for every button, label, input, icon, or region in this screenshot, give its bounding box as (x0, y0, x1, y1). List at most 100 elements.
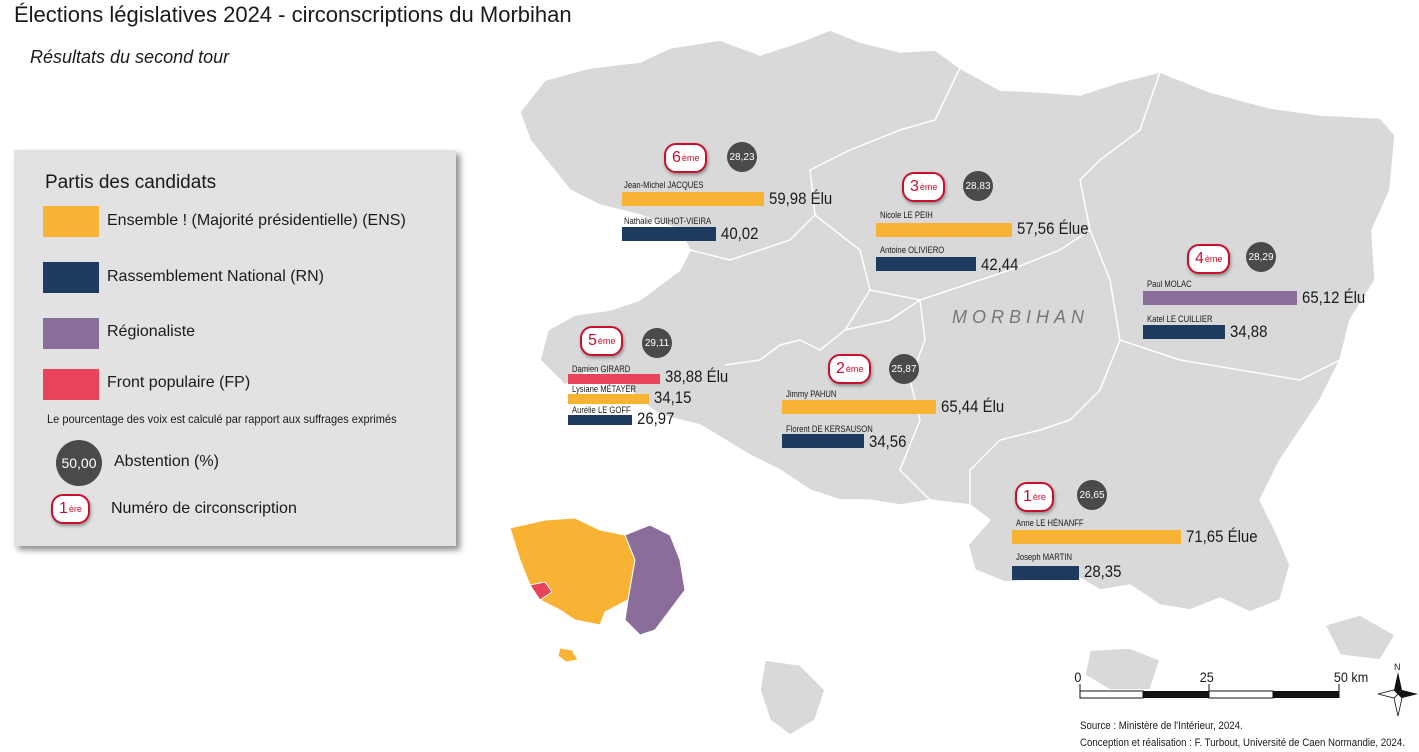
legend-number-badge: 1 ère (51, 494, 90, 524)
candidate-name: Lysiane MÉTAYER (572, 384, 637, 394)
district-sup: ème (919, 182, 938, 192)
legend-number-label: Numéro de circonscription (111, 500, 297, 517)
district-number: 1 (1023, 488, 1032, 505)
district-sup: ème (845, 364, 864, 374)
legend-number-sup: ère (68, 504, 82, 514)
candidate-name: Aurélie LE GOFF (572, 405, 631, 415)
legend-number-value: 1 (59, 500, 68, 517)
vote-label: 71,65 Élue (1186, 527, 1258, 546)
vote-label: 28,35 (1083, 562, 1122, 581)
legend-title: Partis des candidats (45, 172, 217, 193)
district-badge-1: 1 ère (1015, 482, 1054, 512)
north-label: N (1394, 662, 1401, 672)
vote-label: 34,56 (868, 432, 906, 451)
north-arrow-icon (1377, 672, 1418, 717)
source-line: Source : Ministère de l'Intérieur, 2024. (1080, 720, 1243, 732)
vote-bar (876, 257, 977, 271)
legend-swatch-rn (43, 262, 99, 293)
district-sup: ème (597, 336, 616, 346)
scale-label-50: 50 km (1333, 669, 1369, 685)
scale-label-25: 25 (1199, 669, 1214, 685)
vote-bar (1143, 291, 1297, 305)
district-number: 3 (910, 178, 919, 195)
district-borders (689, 67, 1341, 505)
legend-note: Le pourcentage des voix est calculé par … (47, 412, 397, 426)
vote-bar (622, 192, 764, 206)
district-badge-3: 3 ème (902, 172, 946, 202)
district-sup: ème (681, 153, 700, 163)
district-badge-2: 2 ème (828, 354, 872, 384)
district-number: 6 (672, 149, 681, 166)
vote-bar (782, 434, 864, 448)
vote-label: 40,02 (721, 224, 759, 243)
department-label: MORBIHAN (952, 307, 1090, 327)
page-title: Élections législatives 2024 - circonscri… (14, 2, 572, 27)
legend-label-fp: Front populaire (FP) (107, 374, 251, 391)
candidate-name: Florent DE KERSAUSON (786, 424, 873, 434)
district-badge-4: 4 ème (1187, 244, 1231, 274)
inset-island (557, 647, 579, 663)
district-badge-5: 5 ème (580, 326, 624, 356)
district-number: 4 (1195, 250, 1204, 267)
district-sup: ème (1204, 254, 1223, 264)
legend-panel: Partis des candidats Ensemble ! (Majorit… (14, 150, 456, 546)
inset-regionaliste-area (624, 524, 686, 636)
candidate-name: Katel LE CUILLIER (1147, 314, 1213, 324)
district-number: 2 (836, 360, 845, 377)
district-badge-6: 6 ème (664, 143, 708, 173)
department-shape (519, 29, 1397, 736)
vote-bar (568, 394, 649, 404)
legend-abstention-circle: 50,00 (56, 440, 102, 486)
legend-label-regionaliste: Régionaliste (107, 323, 196, 340)
inset-map (509, 517, 686, 663)
district-sup: ère (1032, 492, 1046, 502)
vote-label: 59,98 Élu (768, 189, 832, 208)
candidate-name: Antoine OLIVIERO (880, 245, 945, 255)
scale-label-0: 0 (1074, 669, 1082, 685)
legend-abstention-label: Abstention (%) (114, 453, 219, 470)
abstention-circle-6: 28,23 (727, 142, 757, 172)
candidate-name: Nicole LE PEIH (880, 210, 933, 220)
candidate-name: Nathalie GUIHOT-VIEIRA (624, 216, 712, 226)
page-subtitle: Résultats du second tour (30, 47, 230, 67)
credit-line: Conception et réalisation : F. Turbout, … (1080, 737, 1406, 749)
vote-bar (876, 223, 1012, 237)
vote-bar (782, 400, 937, 414)
candidate-name: Damien GIRARD (572, 364, 631, 374)
legend-swatch-fp (43, 369, 99, 400)
abstention-circle-2: 25,87 (889, 354, 919, 384)
abstention-circle-4: 28,29 (1246, 242, 1276, 272)
scale-bar (1079, 684, 1340, 699)
vote-bar (622, 227, 717, 241)
vote-bar (1012, 530, 1182, 544)
abstention-circle-5: 29,11 (642, 328, 672, 358)
vote-label: 65,44 Élu (941, 397, 1005, 416)
vote-bar (568, 374, 660, 384)
candidate-name: Anne LE HÉNANFF (1016, 518, 1084, 528)
vote-label: 38,88 Élu (664, 367, 728, 386)
abstention-circle-3: 28,83 (963, 171, 993, 201)
vote-bar (568, 415, 632, 425)
candidate-name: Jean-Michel JACQUES (624, 180, 704, 190)
legend-label-rn: Rassemblement National (RN) (107, 268, 324, 285)
vote-label: 34,15 (653, 388, 692, 407)
vote-label: 42,44 (981, 255, 1019, 274)
legend-label-ens: Ensemble ! (Majorité présidentielle) (EN… (107, 212, 406, 229)
district-number: 5 (588, 332, 597, 349)
candidate-name: Paul MOLAC (1147, 279, 1192, 289)
legend-swatch-ens (43, 206, 99, 237)
candidate-name: Jimmy PAHUN (786, 389, 837, 399)
vote-label: 57,56 Élue (1016, 219, 1089, 238)
inset-fp-area (529, 581, 553, 601)
candidate-name: Joseph MARTIN (1016, 552, 1072, 562)
inset-ens-area (509, 517, 636, 626)
abstention-circle-1: 26,65 (1077, 480, 1107, 510)
vote-bar (1143, 325, 1226, 339)
vote-label: 65,12 Élu (1301, 288, 1365, 307)
vote-label: 26,97 (636, 409, 675, 428)
source-block: Source : Ministère de l'Intérieur, 2024.… (1080, 718, 1405, 752)
legend-swatch-regionaliste (43, 318, 99, 349)
vote-label: 34,88 (1230, 322, 1268, 341)
vote-bar (1012, 566, 1079, 580)
